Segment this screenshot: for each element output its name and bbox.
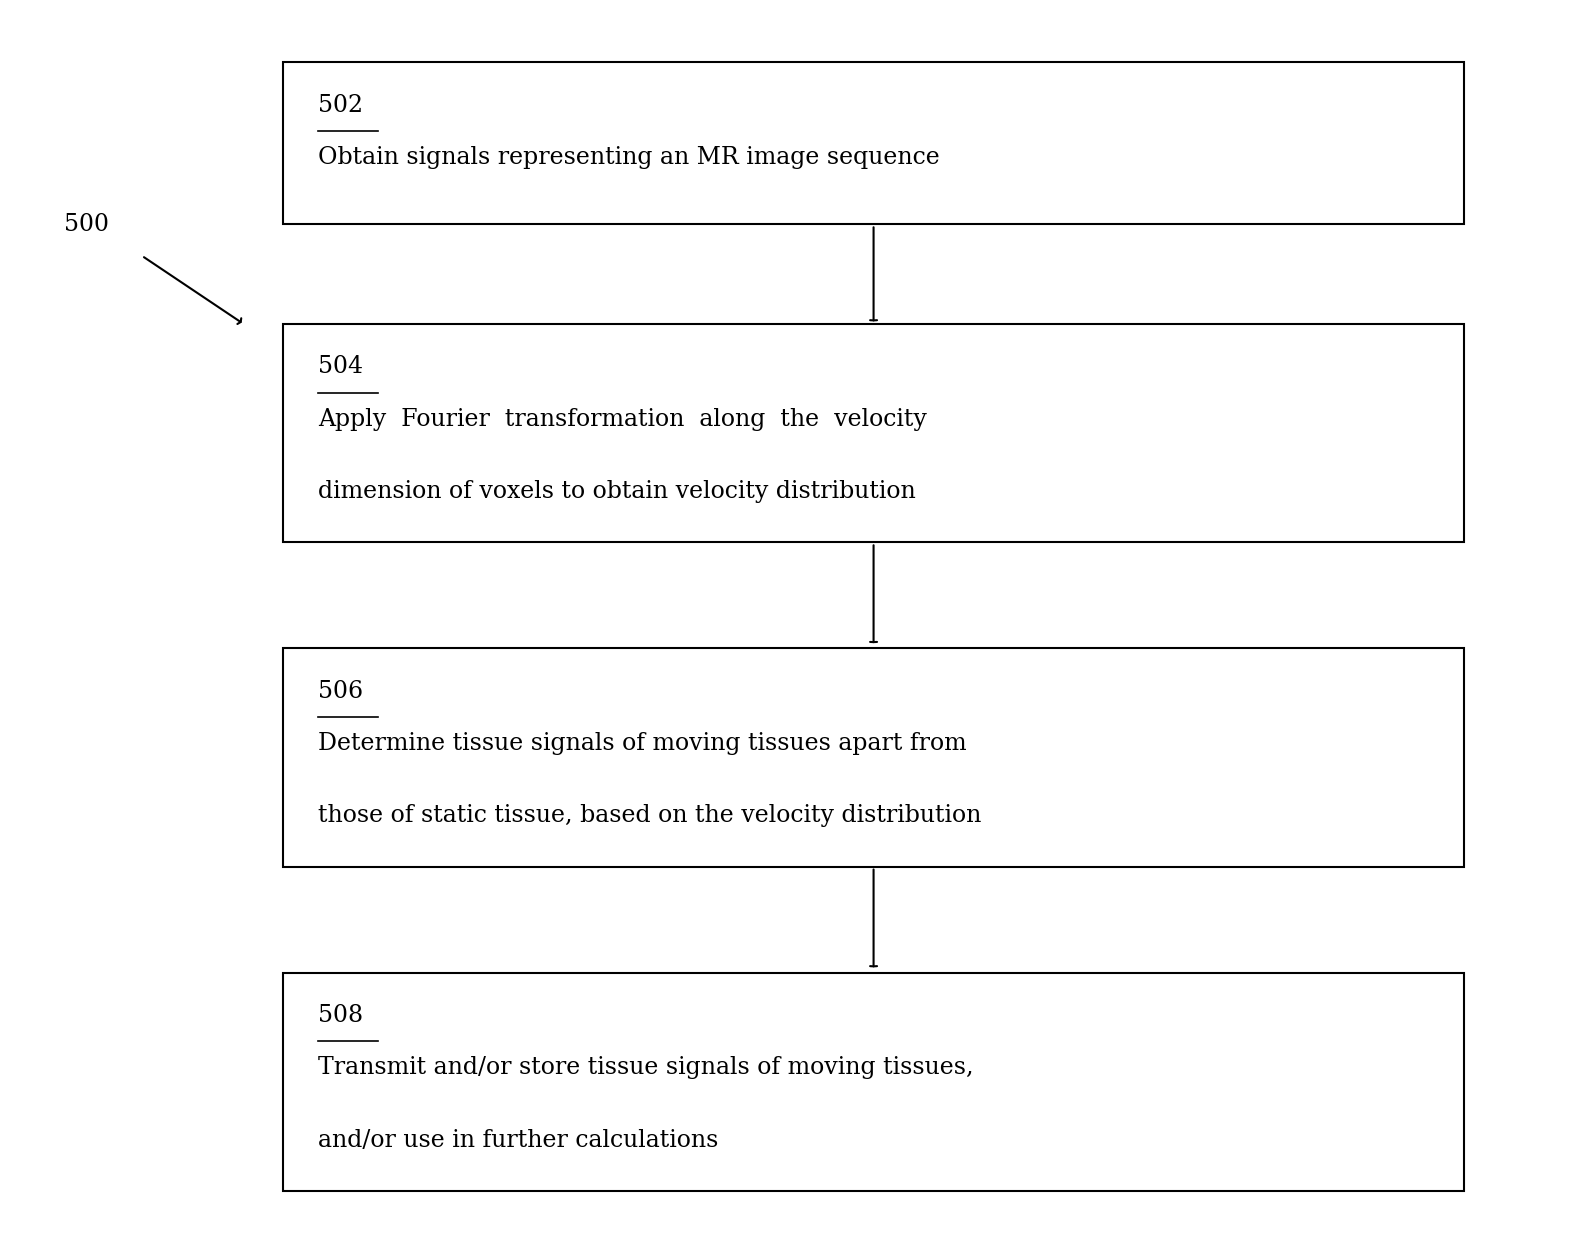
Text: and/or use in further calculations: and/or use in further calculations xyxy=(318,1129,718,1151)
Text: Determine tissue signals of moving tissues apart from: Determine tissue signals of moving tissu… xyxy=(318,732,966,754)
Text: 502: 502 xyxy=(318,94,364,116)
Text: Obtain signals representing an MR image sequence: Obtain signals representing an MR image … xyxy=(318,146,940,168)
Text: 500: 500 xyxy=(65,213,109,236)
Text: 506: 506 xyxy=(318,680,364,702)
FancyBboxPatch shape xyxy=(283,324,1464,542)
FancyBboxPatch shape xyxy=(283,648,1464,867)
FancyBboxPatch shape xyxy=(283,973,1464,1191)
Text: Transmit and/or store tissue signals of moving tissues,: Transmit and/or store tissue signals of … xyxy=(318,1056,974,1079)
Text: Apply  Fourier  transformation  along  the  velocity: Apply Fourier transformation along the v… xyxy=(318,408,927,430)
Text: 504: 504 xyxy=(318,355,364,378)
Text: those of static tissue, based on the velocity distribution: those of static tissue, based on the vel… xyxy=(318,804,981,827)
FancyBboxPatch shape xyxy=(283,62,1464,224)
Text: 508: 508 xyxy=(318,1004,364,1026)
Text: dimension of voxels to obtain velocity distribution: dimension of voxels to obtain velocity d… xyxy=(318,480,916,503)
